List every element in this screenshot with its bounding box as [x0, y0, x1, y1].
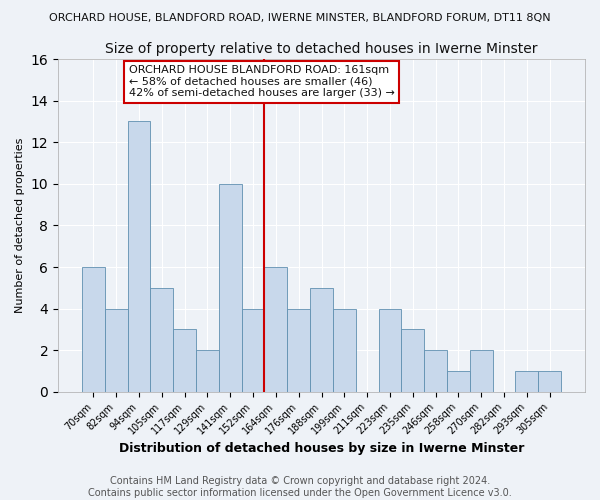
Bar [401, 330, 424, 392]
Bar [105, 308, 128, 392]
Bar [265, 267, 287, 392]
Bar [196, 350, 219, 392]
Bar [287, 308, 310, 392]
Bar [242, 308, 265, 392]
Bar [447, 371, 470, 392]
Bar [333, 308, 356, 392]
Y-axis label: Number of detached properties: Number of detached properties [15, 138, 25, 313]
Bar [151, 288, 173, 392]
Bar [310, 288, 333, 392]
Text: Contains HM Land Registry data © Crown copyright and database right 2024.
Contai: Contains HM Land Registry data © Crown c… [88, 476, 512, 498]
Text: ORCHARD HOUSE BLANDFORD ROAD: 161sqm
← 58% of detached houses are smaller (46)
4: ORCHARD HOUSE BLANDFORD ROAD: 161sqm ← 5… [129, 66, 395, 98]
Bar [515, 371, 538, 392]
X-axis label: Distribution of detached houses by size in Iwerne Minster: Distribution of detached houses by size … [119, 442, 524, 455]
Text: ORCHARD HOUSE, BLANDFORD ROAD, IWERNE MINSTER, BLANDFORD FORUM, DT11 8QN: ORCHARD HOUSE, BLANDFORD ROAD, IWERNE MI… [49, 12, 551, 22]
Bar [470, 350, 493, 392]
Bar [128, 122, 151, 392]
Bar [82, 267, 105, 392]
Bar [424, 350, 447, 392]
Bar [379, 308, 401, 392]
Bar [538, 371, 561, 392]
Bar [219, 184, 242, 392]
Title: Size of property relative to detached houses in Iwerne Minster: Size of property relative to detached ho… [105, 42, 538, 56]
Bar [173, 330, 196, 392]
